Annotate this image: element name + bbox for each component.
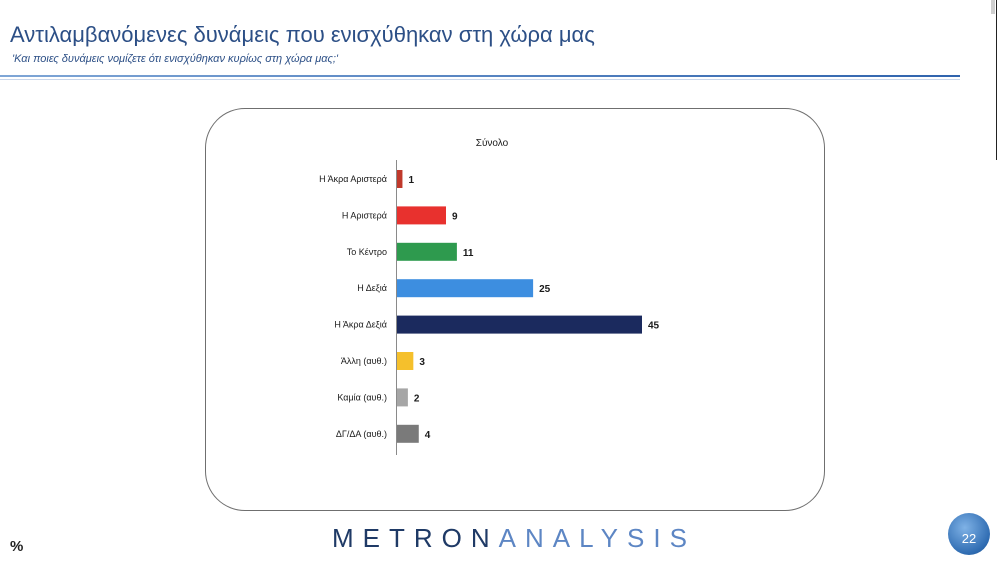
category-label: Η Δεξιά — [357, 283, 387, 293]
corner-mark — [991, 0, 995, 14]
category-label: Καμία (αυθ.) — [337, 392, 387, 402]
category-label: Η Αριστερά — [342, 210, 387, 220]
chart-frame — [205, 108, 825, 511]
bar — [397, 242, 457, 261]
side-border-line — [996, 0, 997, 160]
bar-value-label: 3 — [419, 357, 425, 368]
bar — [397, 279, 534, 298]
bar — [397, 206, 446, 225]
category-label: ΔΓ/ΔΑ (αυθ.) — [336, 429, 387, 439]
page-title: Αντιλαμβανόμενες δυνάμεις που ενισχύθηκα… — [10, 22, 595, 47]
category-label: Η Άκρα Αριστερά — [319, 174, 387, 184]
header-divider-thin — [0, 79, 960, 80]
header-divider — [0, 75, 960, 77]
bar — [397, 424, 419, 443]
bar-value-label: 11 — [463, 248, 474, 259]
category-label: Η Άκρα Δεξιά — [334, 320, 387, 330]
category-label: Άλλη (αυθ.) — [341, 356, 387, 366]
question-subtitle: 'Και ποιες δυνάμεις νομίζετε ότι ενισχύθ… — [12, 53, 339, 65]
logo-metron: METRON — [332, 523, 499, 553]
bar-value-label: 4 — [425, 430, 431, 441]
chart-title: Σύνολο — [476, 137, 509, 149]
bar-value-label: 1 — [408, 175, 414, 186]
bar — [397, 170, 403, 188]
bar — [397, 315, 642, 334]
page-number-badge: 22 — [948, 513, 990, 555]
unit-label: % — [10, 538, 24, 555]
category-label: Το Κέντρο — [347, 247, 387, 257]
metron-analysis-logo: METRONANALYSIS — [332, 523, 696, 554]
bar — [397, 388, 408, 407]
bar-value-label: 2 — [414, 393, 420, 404]
bar-value-label: 45 — [648, 321, 660, 332]
bar — [397, 352, 414, 370]
logo-analysis: ANALYSIS — [498, 523, 696, 553]
bar-value-label: 9 — [452, 211, 458, 222]
bar-value-label: 25 — [539, 284, 551, 295]
